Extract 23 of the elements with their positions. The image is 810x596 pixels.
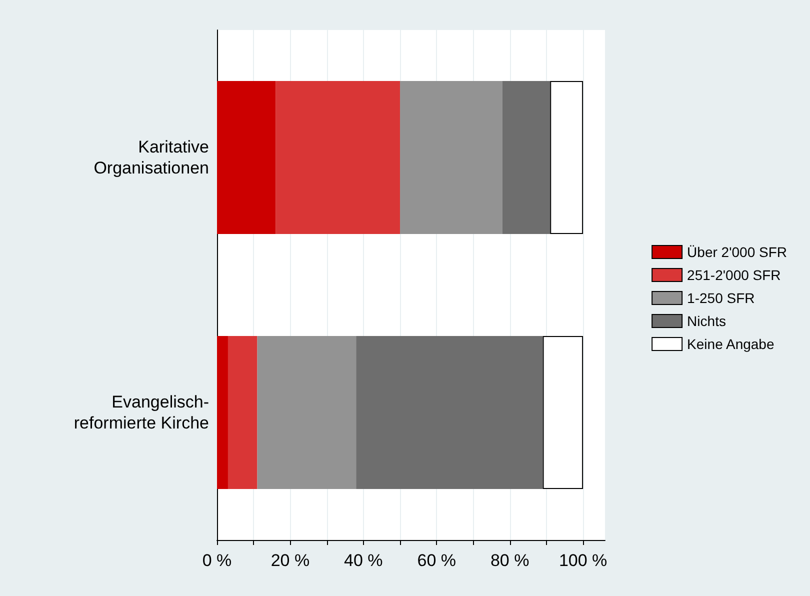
legend-label: Über 2'000 SFR (687, 244, 788, 260)
y-tick-label: Karitative Organisationen (94, 138, 209, 178)
bar (276, 81, 400, 234)
legend-label: 1-250 SFR (687, 290, 755, 306)
bar (542, 336, 584, 489)
x-tick-label: 0 % (202, 551, 232, 570)
x-tick-label: 80 % (490, 551, 530, 570)
bar (400, 81, 503, 234)
bar (217, 336, 228, 489)
legend-label: 251-2'000 SFR (687, 267, 781, 283)
bar (502, 81, 550, 234)
x-tick-label: 40 % (344, 551, 383, 570)
x-tick-label: 20 % (270, 551, 310, 570)
bar (356, 336, 543, 489)
x-tick-label: 100 % (558, 551, 608, 570)
legend-label: Keine Angabe (687, 336, 774, 352)
bar (257, 336, 356, 489)
x-tick-label: 60 % (417, 551, 456, 570)
bar (228, 336, 258, 489)
bar (217, 81, 276, 234)
y-tick-label: Evangelisch- reformierte Kirche (74, 392, 209, 432)
bar (550, 81, 584, 234)
legend-label: Nichts (687, 313, 726, 329)
